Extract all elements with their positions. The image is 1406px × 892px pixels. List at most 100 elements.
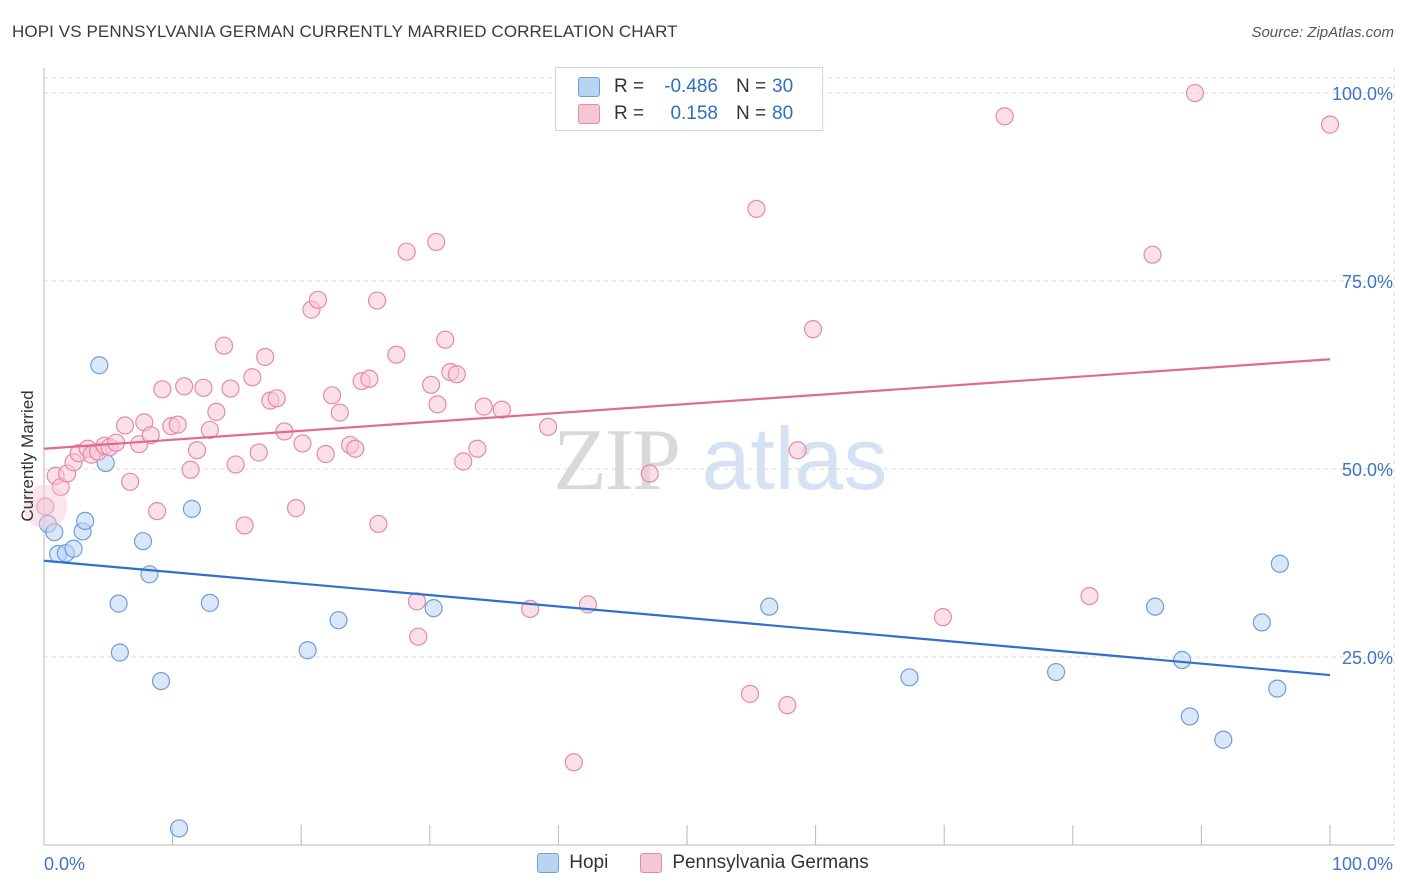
pg-point xyxy=(454,452,473,471)
hopi-point xyxy=(110,643,129,662)
hopi-swatch xyxy=(537,853,560,873)
pg-point xyxy=(369,514,388,534)
pg-point xyxy=(256,347,275,367)
pg-point xyxy=(367,291,387,310)
pg-point xyxy=(387,345,406,364)
hopi-point xyxy=(140,565,159,584)
pg-point xyxy=(187,441,207,460)
hopi-point xyxy=(900,668,919,687)
pg-point xyxy=(194,378,213,397)
hopi-point xyxy=(200,593,219,612)
pg-point xyxy=(148,502,167,521)
hopi-point xyxy=(424,599,443,618)
pg-point xyxy=(409,627,428,646)
hopi-point xyxy=(109,594,128,613)
hopi-point xyxy=(760,597,779,616)
pg-point xyxy=(226,455,245,474)
legend-row-hopi: R = -0.486 N = 30 xyxy=(578,75,793,99)
hopi-point xyxy=(298,641,317,660)
y-tick-label: 100.0% xyxy=(1332,84,1393,104)
pg-point xyxy=(360,369,379,388)
legend-item-pg[interactable]: Pennsylvania Germans xyxy=(640,852,869,874)
hopi-point xyxy=(182,499,201,518)
pg-point xyxy=(141,426,160,445)
x-tick-label: 100.0% xyxy=(1332,854,1393,874)
hopi-point xyxy=(329,611,348,630)
pg-point xyxy=(740,684,760,703)
pg-point xyxy=(788,441,807,460)
pg-point xyxy=(346,439,365,458)
pg-point xyxy=(207,402,226,421)
legend-item-label: Pennsylvania Germans xyxy=(672,852,869,873)
pg-point xyxy=(214,336,234,355)
pg-point xyxy=(121,472,140,491)
pg-point xyxy=(933,608,953,627)
legend-item-hopi[interactable]: Hopi xyxy=(537,852,608,874)
y-tick-label: 25.0% xyxy=(1342,648,1393,668)
pg-point xyxy=(447,365,466,384)
pg-point xyxy=(235,516,254,535)
grid-lines xyxy=(44,68,1395,845)
hopi-point xyxy=(1146,597,1165,616)
legend-n-label: N = xyxy=(736,103,767,124)
pg-point xyxy=(115,416,135,435)
pg-point xyxy=(322,386,342,405)
pg-point xyxy=(539,417,558,437)
watermark-zip: ZIP xyxy=(553,412,681,509)
hopi-point xyxy=(1270,554,1289,573)
legend-r-value: -0.486 xyxy=(664,76,718,97)
legend-item-label: Hopi xyxy=(569,852,609,873)
pg-point xyxy=(316,444,335,464)
pg-point xyxy=(421,375,441,394)
legend-box: R = -0.486 N = 30 R = 0.158 N = 80 xyxy=(555,67,823,131)
chart-title: HOPI VS PENNSYLVANIA GERMAN CURRENTLY MA… xyxy=(12,22,678,41)
pg-point xyxy=(221,379,240,398)
hopi-point xyxy=(1046,662,1066,682)
pg-point xyxy=(803,320,823,339)
hopi-point xyxy=(1173,650,1192,670)
pg-point xyxy=(243,368,262,387)
hopi-point xyxy=(1180,707,1199,726)
pg-point xyxy=(436,330,455,349)
y-axis-label: Currently Married xyxy=(18,390,37,521)
pg-point xyxy=(1080,587,1099,606)
legend-r-value: 0.158 xyxy=(670,103,718,124)
pg-swatch xyxy=(640,853,663,873)
pg-point xyxy=(995,107,1014,126)
hopi-point xyxy=(64,539,83,558)
y-tick-label: 50.0% xyxy=(1342,460,1393,480)
pg-point xyxy=(181,460,200,479)
axis-labels: 25.0% 50.0% 75.0% 100.0% 0.0% 100.0% Currently… xyxy=(18,84,1393,874)
pg-point xyxy=(474,397,493,416)
pg-point xyxy=(308,290,328,309)
pg-point xyxy=(428,395,447,414)
watermark: ZIP atlas xyxy=(553,408,887,511)
pg-point xyxy=(36,497,55,516)
legend-row-pg: R = 0.158 N = 80 xyxy=(578,102,793,126)
pg-point xyxy=(1185,83,1205,103)
pg-point xyxy=(778,696,797,715)
pg-point xyxy=(427,232,446,252)
legend-n-value: 30 xyxy=(772,76,794,97)
trend-lines xyxy=(43,358,1331,677)
bottom-legend: Hopi Pennsylvania Germans xyxy=(0,852,1406,874)
pg-point xyxy=(640,464,659,483)
hopi-point xyxy=(133,532,153,551)
pg-point xyxy=(1143,245,1162,264)
hopi-trend-line xyxy=(43,559,1331,677)
pg-point xyxy=(330,403,349,422)
pg-point xyxy=(153,380,172,399)
hopi-point xyxy=(169,819,189,838)
hopi-point xyxy=(76,511,95,531)
pg-point xyxy=(168,415,187,434)
x-tick-label: 0.0% xyxy=(44,854,85,874)
legend-r-label: R = xyxy=(614,103,645,124)
hopi-point xyxy=(1214,730,1233,749)
pg-point xyxy=(200,420,219,440)
legend-n-value: 80 xyxy=(772,103,794,124)
pg-point xyxy=(175,377,194,396)
hopi-point xyxy=(90,356,109,375)
legend-r-label: R = xyxy=(614,76,645,97)
pg-point-large xyxy=(23,484,68,529)
hopi-point xyxy=(1252,613,1271,632)
